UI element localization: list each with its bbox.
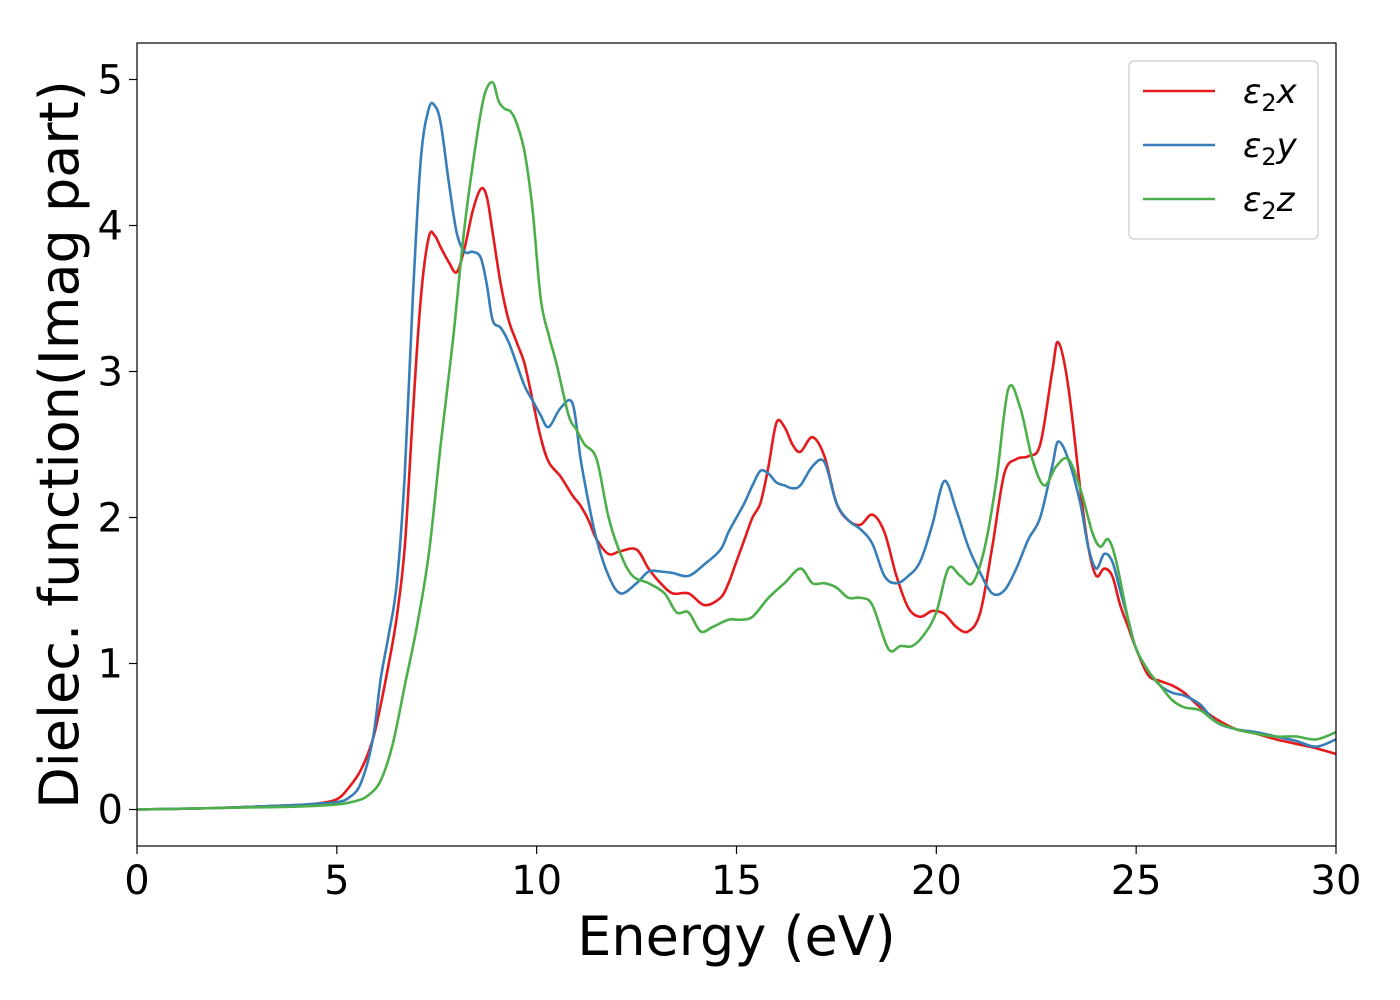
x-tick-label: 15 [711,858,762,904]
y-tick-label: 4 [98,204,123,250]
x-axis-ticks: 0 5 10 15 20 25 30 [124,846,1361,904]
y-tick-label: 0 [98,788,123,834]
x-tick-label: 20 [911,858,962,904]
x-tick-label: 10 [511,858,562,904]
y-axis-title: Dielec. function(Imag part) [28,80,91,809]
x-tick-label: 5 [324,858,349,904]
y-axis-ticks: 0 1 2 3 4 5 [98,58,137,834]
series-line-x [137,186,1336,811]
x-axis-title: Energy (eV) [577,905,896,968]
y-tick-label: 5 [98,58,123,104]
legend-label-y: ε2y [1243,126,1298,171]
series-lines [137,80,1336,811]
legend-label-z: ε2z [1243,180,1296,225]
series-line-z [137,80,1336,811]
y-tick-label: 3 [98,350,123,396]
legend: ε2x ε2y ε2z [1128,60,1319,240]
series-line-y [137,101,1336,811]
y-tick-label: 1 [98,642,123,688]
legend-label-x: ε2x [1243,72,1298,117]
x-tick-label: 25 [1111,858,1162,904]
plot-frame [136,42,1337,847]
x-tick-label: 30 [1311,858,1362,904]
y-tick-label: 2 [98,496,123,542]
x-tick-label: 0 [124,858,149,904]
legend-box [1128,60,1319,240]
